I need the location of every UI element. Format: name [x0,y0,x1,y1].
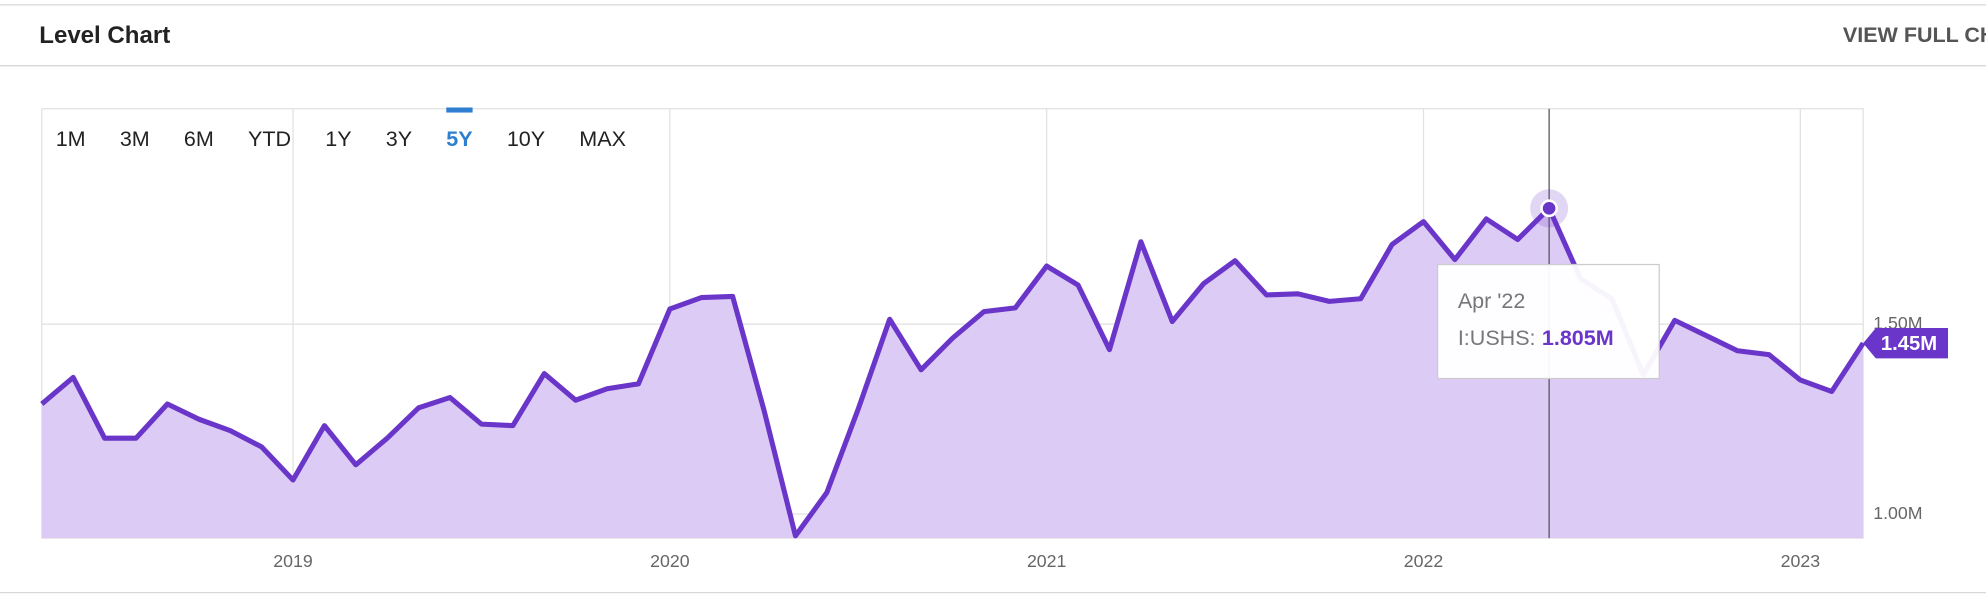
view-full-chart-link[interactable]: VIEW FULL CHART [1843,23,1986,47]
x-tick-label: 2020 [650,551,690,571]
tooltip-date: Apr '22 [1458,289,1526,313]
tooltip-box [1436,263,1660,380]
last-value-badge [1863,327,1949,359]
widget-title: Level Chart [39,22,170,49]
y-tick-label: 1.50M [1873,313,1922,333]
line [40,205,1866,539]
range-button[interactable]: 5Y [446,127,472,151]
range-button[interactable]: 10Y [507,127,545,151]
plot-frame [41,108,1864,539]
range-button[interactable]: YTD [248,127,291,151]
tooltip-series: I:USHS: [1458,326,1536,350]
range-button[interactable]: MAX [579,127,626,151]
area-fill [41,208,1864,539]
active-indicator [446,107,473,113]
series [40,205,1866,539]
range-button[interactable]: 3M [120,127,150,151]
range-button[interactable]: 1M [56,127,86,151]
last-value-label: 1.45M [1881,333,1937,355]
y-tick-label: 1.00M [1873,503,1922,523]
x-tick-label: 2023 [1781,551,1821,571]
x-tick-label: 2019 [273,551,313,571]
range-button[interactable]: 3Y [386,127,412,151]
x-tick-label: 2022 [1404,551,1443,571]
range-button[interactable]: 1Y [325,127,351,151]
range-buttons: 1M 3M 6M YTD 1Y 3Y 5Y 10Y MAX [56,107,626,151]
hover-point [1540,199,1558,218]
x-tick-label: 2021 [1027,551,1066,571]
tooltip-value: 1.805M [1542,326,1614,350]
range-button[interactable]: 6M [184,127,214,151]
overlay: Apr '22 I:USHS: 1.805M 1.45M [1436,108,1949,539]
